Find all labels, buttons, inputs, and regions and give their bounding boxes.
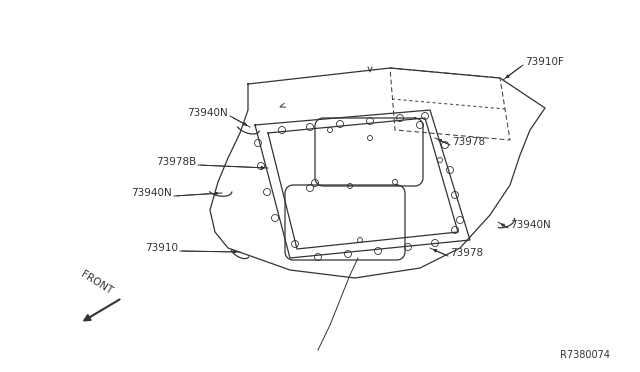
Text: 73978: 73978: [452, 137, 485, 147]
Text: 73978: 73978: [450, 248, 483, 258]
Text: 73940N: 73940N: [131, 188, 172, 198]
Text: FRONT: FRONT: [79, 269, 115, 296]
Text: 73910: 73910: [145, 243, 178, 253]
Text: R7380074: R7380074: [560, 350, 610, 360]
Text: 73978B: 73978B: [156, 157, 196, 167]
Text: 73940N: 73940N: [188, 108, 228, 118]
Text: 73940N: 73940N: [510, 220, 551, 230]
Text: 73910F: 73910F: [525, 57, 564, 67]
